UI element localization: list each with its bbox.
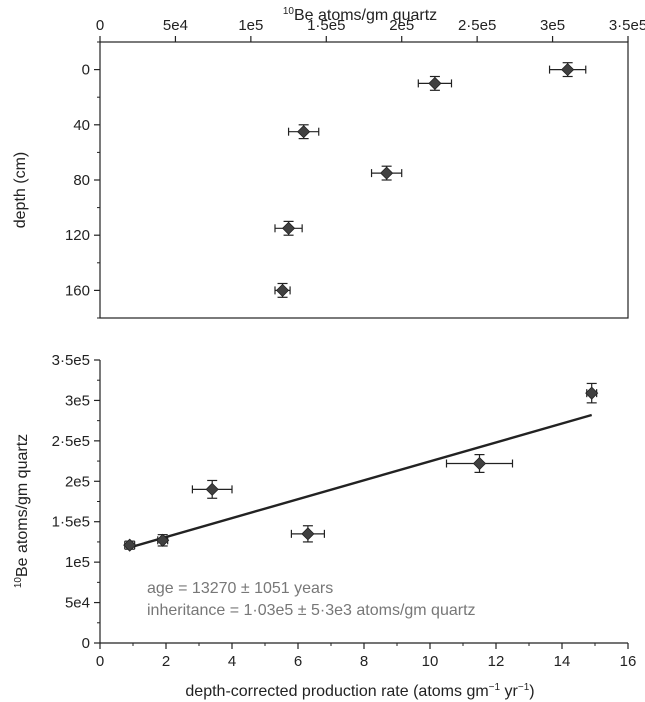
top-x-tick-label: 3e5 [540, 17, 565, 34]
bottom-y-tick-label: 1e5 [65, 554, 90, 571]
bottom-x-tick-label: 12 [488, 653, 505, 670]
top-data-point [287, 124, 320, 140]
bottom-y-tick-label: 0 [82, 635, 90, 652]
diamond-marker [156, 533, 170, 547]
bottom-data-point [290, 525, 325, 543]
bottom-y-tick-label: 1·5e5 [52, 514, 90, 531]
top-x-tick-label: 3·5e5 [609, 17, 645, 34]
diamond-marker [275, 283, 290, 297]
bottom-x-axis-label: depth-corrected production rate (atoms g… [185, 682, 534, 700]
top-x-axis-label: 10Be atoms/gm quartz [283, 6, 437, 24]
diamond-marker [428, 76, 442, 90]
bottom-y-axis-label: 10Be atoms/gm quartz [13, 434, 31, 588]
bottom-y-tick-label: 3e5 [65, 392, 90, 409]
top-y-tick-label: 80 [73, 172, 90, 189]
age-annotation: age = 13270 ± 1051 years [147, 580, 333, 597]
diamond-marker [561, 63, 575, 77]
top-x-tick-label: 0 [96, 17, 104, 34]
production-rate-chart: 10Be atoms/gm quartz depth-corrected pro… [13, 352, 636, 700]
top-y-tick-label: 0 [82, 62, 90, 79]
bottom-y-tick-label: 2·5e5 [52, 433, 90, 450]
bottom-y-tick-label: 5e4 [65, 595, 90, 612]
top-data-point [417, 75, 453, 91]
top-x-tick-label: 2e5 [389, 17, 414, 34]
diamond-marker [297, 125, 311, 139]
top-y-tick-label: 40 [73, 117, 90, 134]
bottom-y-tick-label: 3·5e5 [52, 352, 90, 369]
diamond-marker [282, 221, 296, 235]
bottom-x-tick-label: 6 [294, 653, 302, 670]
top-x-label-text: Be atoms/gm quartz [294, 7, 437, 24]
top-data-point [548, 62, 587, 78]
top-data-point [274, 220, 303, 236]
bottom-x-tick-label: 8 [360, 653, 368, 670]
regression-line [126, 413, 593, 550]
top-plot-area: 0 5e4 1e5 1·5e5 2e5 2·5e5 3e5 3·5e5 0 40 80 120 160 [65, 17, 645, 319]
bottom-y-label-text: Be atoms/gm quartz [14, 434, 31, 577]
top-frame [99, 41, 629, 319]
bottom-data-point [445, 454, 514, 473]
bottom-data-point [191, 479, 233, 499]
bottom-x-tick-label: 0 [96, 653, 104, 670]
bottom-data-point [156, 533, 170, 547]
diamond-marker [123, 538, 137, 552]
bottom-x-tick-label: 14 [554, 653, 571, 670]
bottom-data-point [585, 382, 599, 404]
diamond-marker [301, 527, 315, 541]
top-data-point [370, 165, 403, 181]
bottom-y-label-sup: 10 [13, 577, 24, 589]
top-data-point [274, 282, 291, 298]
bottom-plot-area: 0 2 4 6 8 10 12 14 16 0 5e4 1e5 1·5e5 2e5 2·5e5 3e5 3·5e… [52, 352, 637, 670]
top-x-tick-label: 2·5e5 [458, 17, 496, 34]
bottom-data-point [123, 538, 137, 552]
diamond-marker [585, 386, 599, 400]
top-x-tick-label: 1·5e5 [307, 17, 345, 34]
diamond-marker [205, 482, 219, 496]
inheritance-annotation: inheritance = 1·03e5 ± 5·3e3 atoms/gm qu… [147, 602, 476, 619]
bottom-x-tick-label: 2 [162, 653, 170, 670]
bottom-x-tick-label: 4 [228, 653, 236, 670]
top-y-tick-label: 160 [65, 282, 90, 299]
diamond-marker [472, 456, 487, 471]
top-x-tick-label: 1e5 [238, 17, 263, 34]
depth-profile-chart: 10Be atoms/gm quartz depth (cm) 0 5e4 1e5 1… [12, 6, 645, 319]
top-y-axis-label: depth (cm) [12, 152, 29, 228]
top-y-tick-label: 120 [65, 227, 90, 244]
top-x-label-sup: 10 [283, 6, 295, 17]
bottom-y-tick-label: 2e5 [65, 473, 90, 490]
top-x-tick-label: 5e4 [163, 17, 188, 34]
bottom-x-tick-label: 10 [422, 653, 439, 670]
bottom-x-tick-label: 16 [620, 653, 637, 670]
diamond-marker [380, 166, 394, 180]
